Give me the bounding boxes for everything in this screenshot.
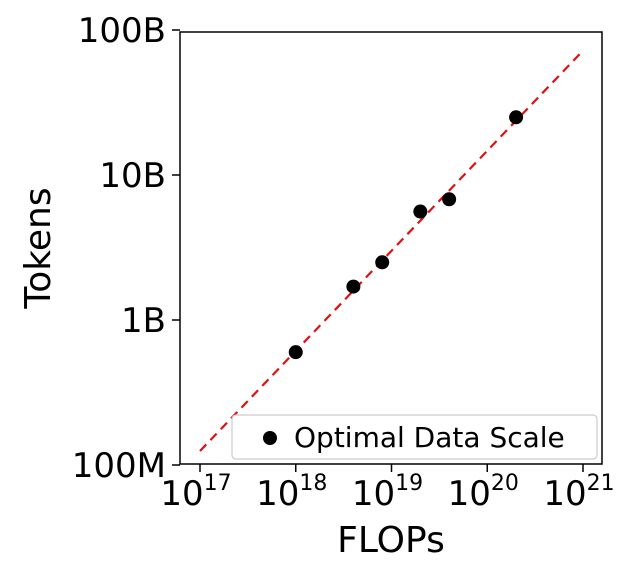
- x-tick-label: 1021: [543, 471, 614, 514]
- data-point: [288, 345, 303, 360]
- data-point: [413, 204, 428, 219]
- y-tick-label: 10B: [99, 156, 166, 196]
- y-axis-label: Tokens: [18, 187, 59, 309]
- legend-label: Optimal Data Scale: [294, 421, 565, 454]
- x-tick-label: 1018: [256, 471, 327, 514]
- fit-line: [199, 49, 584, 452]
- data-point: [442, 192, 457, 207]
- plot-area: [179, 31, 603, 465]
- x-axis-label: FLOPs: [337, 520, 445, 561]
- y-axis: 100M 1B 10B 100B: [72, 11, 180, 486]
- legend: Optimal Data Scale: [231, 414, 598, 460]
- data-point: [509, 110, 524, 125]
- x-tick-label: 1020: [448, 471, 519, 514]
- y-tick-label: 1B: [121, 301, 166, 341]
- scatter-points: [288, 110, 524, 360]
- plot-frame: [179, 31, 603, 465]
- legend-box: [231, 414, 598, 460]
- x-tick-label: 1017: [160, 471, 231, 514]
- x-tick-label: 1019: [352, 471, 423, 514]
- data-point: [375, 255, 390, 270]
- y-tick-label: 100B: [78, 11, 166, 51]
- legend-marker: [263, 431, 277, 445]
- y-tick-label: 100M: [72, 446, 166, 486]
- data-point: [346, 279, 361, 294]
- x-axis: 1017 1018 1019 1020 1021: [160, 464, 615, 514]
